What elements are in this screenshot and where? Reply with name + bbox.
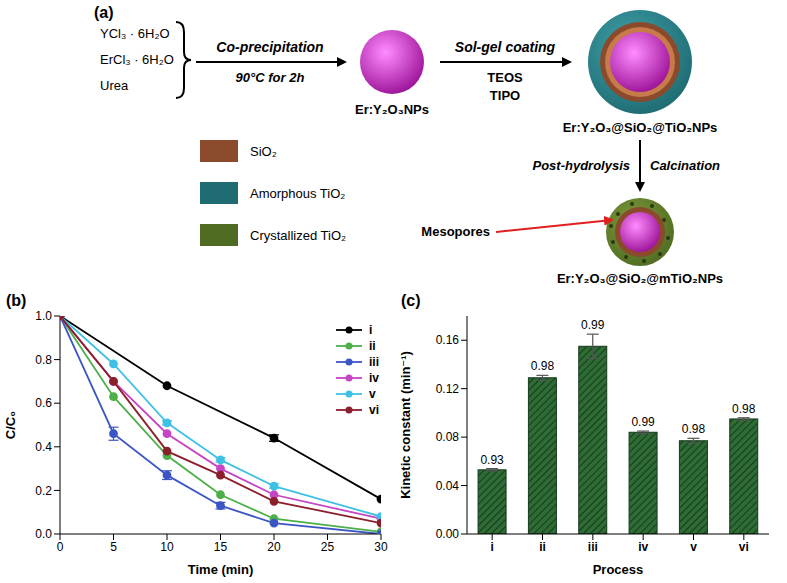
svg-text:0.98: 0.98 (682, 422, 706, 436)
svg-text:0.16: 0.16 (436, 333, 460, 347)
svg-text:0.99: 0.99 (631, 415, 655, 429)
svg-text:1.0: 1.0 (35, 309, 52, 323)
html-text:vi: vi (369, 403, 379, 417)
svg-text:Er:Y₂O₃NPs: Er:Y₂O₃NPs (355, 102, 429, 117)
html-text:iii: iii (369, 355, 379, 369)
svg-text:TIPO: TIPO (490, 88, 520, 103)
svg-text:0.08: 0.08 (436, 430, 460, 444)
svg-text:0.4: 0.4 (35, 440, 52, 454)
svg-text:C/C₀: C/C₀ (3, 411, 18, 439)
svg-text:0.12: 0.12 (436, 382, 460, 396)
svg-text:Post-hydrolysis: Post-hydrolysis (532, 158, 630, 173)
svg-text:Kinetic constant (min⁻¹): Kinetic constant (min⁻¹) (398, 351, 413, 499)
svg-text:0.04: 0.04 (436, 479, 460, 493)
html-text:ii: ii (369, 339, 376, 353)
svg-text:i: i (490, 540, 493, 554)
svg-text:0.99: 0.99 (581, 318, 605, 332)
svg-text:Er:Y₂O₃@SiO₂@TiO₂NPs: Er:Y₂O₃@SiO₂@TiO₂NPs (563, 120, 718, 135)
svg-text:Urea: Urea (100, 78, 129, 93)
svg-text:0.0: 0.0 (35, 527, 52, 541)
svg-text:Time (min): Time (min) (188, 562, 254, 577)
svg-text:Co-precipitation: Co-precipitation (216, 39, 323, 55)
svg-text:Sol-gel coating: Sol-gel coating (455, 39, 556, 55)
svg-text:iv: iv (638, 540, 648, 554)
html-text:v: v (369, 387, 376, 401)
svg-text:0.8: 0.8 (35, 353, 52, 367)
svg-text:15: 15 (214, 540, 228, 554)
svg-text:0: 0 (57, 540, 64, 554)
svg-text:YCl₃ · 6H₂O: YCl₃ · 6H₂O (100, 26, 170, 41)
svg-text:0.98: 0.98 (732, 402, 756, 416)
svg-text:Calcination: Calcination (650, 158, 720, 173)
svg-text:SiO₂: SiO₂ (250, 144, 277, 159)
svg-text:0.93: 0.93 (480, 453, 504, 467)
svg-text:vi: vi (739, 540, 749, 554)
svg-text:Mesopores: Mesopores (421, 224, 490, 239)
svg-text:5: 5 (110, 540, 117, 554)
svg-text:v: v (690, 540, 697, 554)
svg-text:90°C for 2h: 90°C for 2h (236, 70, 305, 85)
html-text:(c): (c) (401, 292, 421, 309)
svg-text:Er:Y₂O₃@SiO₂@mTiO₂NPs: Er:Y₂O₃@SiO₂@mTiO₂NPs (557, 271, 723, 286)
svg-text:Crystallized TiO₂: Crystallized TiO₂ (250, 228, 346, 243)
svg-text:ii: ii (539, 540, 546, 554)
svg-text:10: 10 (160, 540, 174, 554)
svg-text:0.98: 0.98 (531, 359, 555, 373)
html-text:i: i (369, 323, 373, 337)
svg-text:ErCl₃ · 6H₂O: ErCl₃ · 6H₂O (100, 52, 174, 67)
svg-text:20: 20 (267, 540, 281, 554)
svg-text:Process: Process (593, 562, 644, 577)
svg-text:30: 30 (374, 540, 388, 554)
html-text:(b): (b) (6, 292, 27, 309)
svg-text:0.6: 0.6 (35, 396, 52, 410)
svg-text:0.00: 0.00 (436, 527, 460, 541)
svg-text:TEOS: TEOS (487, 70, 523, 85)
svg-text:25: 25 (321, 540, 335, 554)
svg-text:0.2: 0.2 (35, 484, 52, 498)
svg-text:iii: iii (588, 540, 598, 554)
html-text:iv: iv (369, 371, 379, 385)
svg-text:Amorphous TiO₂: Amorphous TiO₂ (250, 186, 345, 201)
svg-text:(a): (a) (94, 4, 114, 21)
